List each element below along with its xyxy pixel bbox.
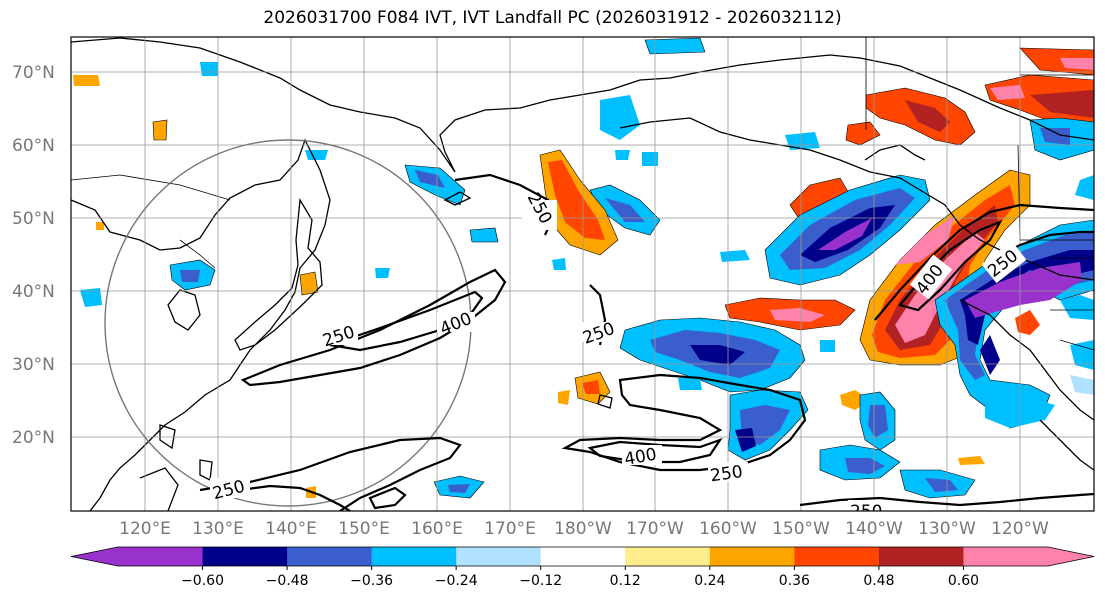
colorbar-swatch <box>963 547 1049 566</box>
colorbar-swatch <box>371 547 457 566</box>
lon-label-130e: 130°E <box>192 519 244 539</box>
lon-label-140w: 140°W <box>845 519 903 539</box>
colorbar-swatch <box>709 547 795 566</box>
map-frame <box>70 36 1095 512</box>
colorbar-swatch <box>287 547 373 566</box>
colorbar-tick-label: −0.12 <box>519 573 562 589</box>
map-title: 2026031700 F084 IVT, IVT Landfall PC (20… <box>263 8 842 28</box>
lon-label-160e: 160°E <box>411 519 463 539</box>
lat-label-50n: 50°N <box>12 209 55 229</box>
colorbar-swatch <box>202 547 288 566</box>
lon-label-120e: 120°E <box>119 519 171 539</box>
colorbar-tick-label: 0.24 <box>694 573 725 589</box>
colorbar: −0.60 −0.48 −0.36 −0.24 −0.12 0.12 0.24 0.36 0.4… <box>70 546 1095 589</box>
lon-label-160w: 160°W <box>699 519 757 539</box>
contour-label-250-e: 250 <box>709 462 744 486</box>
colorbar-swatch <box>878 547 964 566</box>
lon-label-180w: 180°W <box>554 519 612 539</box>
lon-label-170e: 170°E <box>484 519 536 539</box>
lon-label-170w: 170°W <box>626 519 684 539</box>
anomaly-region-central-pacific <box>80 37 835 499</box>
lat-label-70n: 70°N <box>12 63 55 83</box>
colorbar-swatch <box>540 547 626 566</box>
lon-label-150w: 150°W <box>772 519 830 539</box>
colorbar-tick-label: −0.60 <box>181 573 224 589</box>
longitude-labels: 120°E 130°E 140°E 150°E 160°E 170°E 180°… <box>119 519 1049 539</box>
colorbar-swatch <box>625 547 711 566</box>
colorbar-tick-label: 0.12 <box>610 573 641 589</box>
lon-label-150e: 150°E <box>338 519 390 539</box>
map-content: 250 400 250 250 250 400 250 250 400 250 <box>71 37 1094 522</box>
lon-label-130w: 130°W <box>918 519 976 539</box>
colorbar-tick-label: −0.36 <box>350 573 393 589</box>
latitude-labels: 70°N 60°N 50°N 40°N 30°N 20°N <box>12 63 55 448</box>
colorbar-under-arrow <box>71 547 118 566</box>
lat-label-30n: 30°N <box>12 355 55 375</box>
colorbar-swatch <box>118 547 204 566</box>
colorbar-tick-label: 0.60 <box>948 573 979 589</box>
colorbar-tick-label: 0.48 <box>863 573 894 589</box>
lon-label-140e: 140°E <box>265 519 317 539</box>
colorbar-over-arrow <box>1048 547 1094 566</box>
colorbar-swatch <box>794 547 880 566</box>
colorbar-tick-label: −0.48 <box>266 573 309 589</box>
lon-label-120w: 120°W <box>991 519 1049 539</box>
contour-label-250-f: 250 <box>850 502 882 522</box>
anomaly-region-warm-pacific <box>73 75 619 498</box>
colorbar-outline <box>70 546 1095 567</box>
anomaly-region-alaska-east <box>845 47 1094 200</box>
lat-label-40n: 40°N <box>12 282 55 302</box>
colorbar-tick-label: 0.36 <box>779 573 810 589</box>
lat-label-20n: 20°N <box>12 428 55 448</box>
lat-label-60n: 60°N <box>12 136 55 156</box>
colorbar-swatch <box>456 547 542 566</box>
colorbar-tick-label: −0.24 <box>435 573 478 589</box>
